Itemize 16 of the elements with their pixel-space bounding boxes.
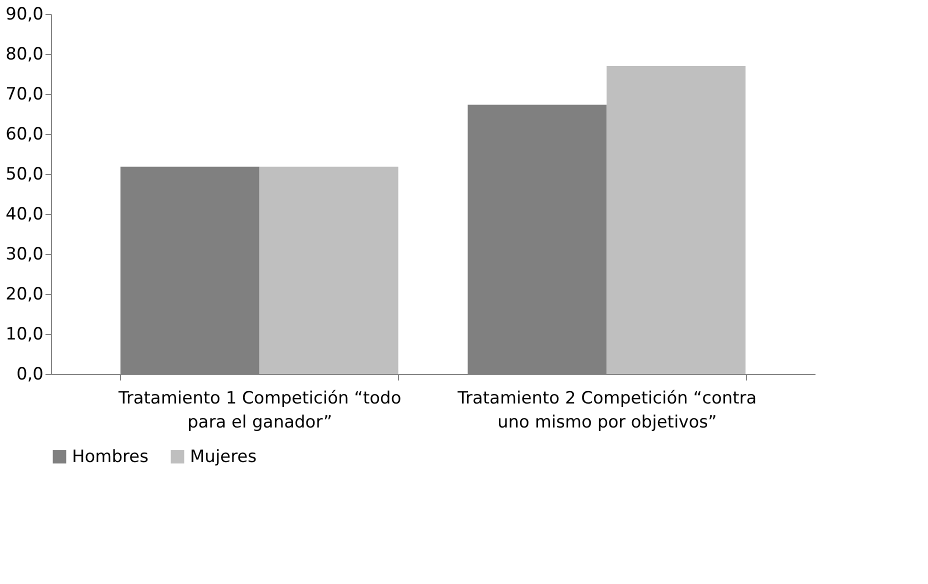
- x-tick-label: Tratamiento 1 Competición “todo para el ganador”: [117, 388, 402, 432]
- x-tick-label: Tratamiento 2 Competición “contra uno mismo por objetivos”: [456, 388, 757, 432]
- y-tick-label: 80,0: [6, 44, 44, 64]
- y-tick-label: 60,0: [6, 124, 44, 144]
- bar: [259, 166, 398, 374]
- y-tick-label: 40,0: [6, 204, 44, 224]
- y-tick-label: 70,0: [6, 84, 44, 104]
- y-tick-label: 0,0: [16, 364, 44, 384]
- y-tick-label: 20,0: [6, 284, 44, 304]
- y-tick-label: 30,0: [6, 244, 44, 264]
- bar: [606, 66, 746, 374]
- legend-label: Hombres: [72, 446, 149, 467]
- legend-label: Mujeres: [190, 446, 257, 467]
- y-tick-label: 50,0: [6, 164, 44, 184]
- y-tick-label: 90,0: [6, 4, 44, 24]
- y-tick-label: 10,0: [6, 324, 44, 344]
